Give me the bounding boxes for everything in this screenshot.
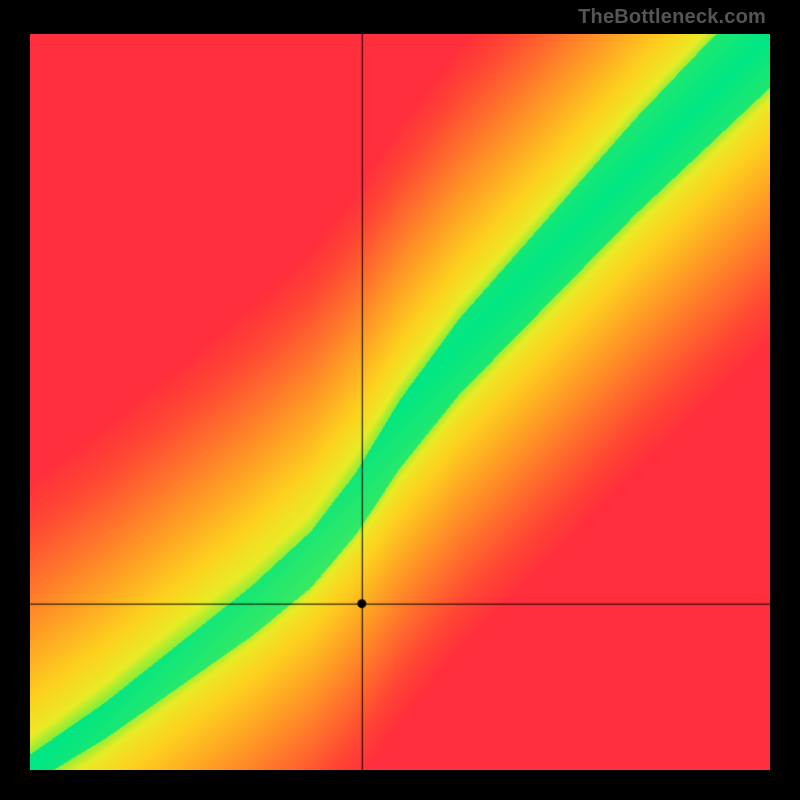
watermark-text: TheBottleneck.com — [578, 6, 766, 29]
bottleneck-heatmap — [30, 34, 770, 770]
